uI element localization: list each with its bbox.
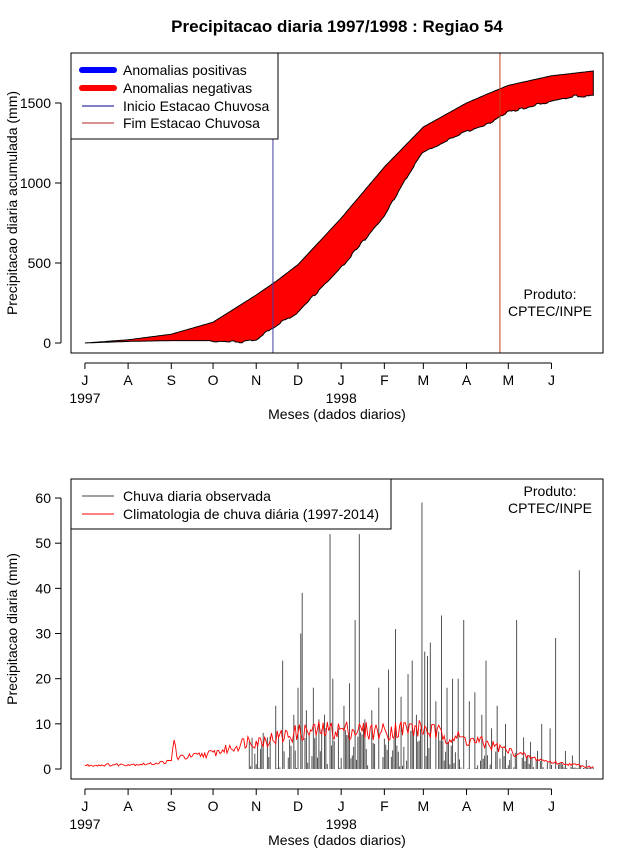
x-tick-label: A xyxy=(462,798,472,814)
anomaly-area xyxy=(84,70,594,344)
x-tick-label: S xyxy=(167,372,176,388)
x-tick-label: A xyxy=(462,372,472,388)
legend-label-end: Fim Estacao Chuvosa xyxy=(123,115,260,131)
negative-anomaly-fill xyxy=(84,70,594,344)
y-axis-title: Precipitacao diaria (mm) xyxy=(4,553,20,705)
x-tick-label: J xyxy=(338,372,345,388)
x-tick-label: M xyxy=(502,798,514,814)
x-tick-label: J xyxy=(81,372,88,388)
x-tick-label: N xyxy=(251,372,261,388)
y-tick-label: 1000 xyxy=(20,175,51,191)
legend: Chuva diaria observada Climatologia de c… xyxy=(70,478,392,530)
legend-label-climatology: Climatologia de chuva diária (1997-2014) xyxy=(123,506,379,522)
product-label: Produto: xyxy=(524,483,577,499)
chart-title: Precipitacao diaria 1997/1998 : Regiao 5… xyxy=(171,17,503,36)
x-tick-label: S xyxy=(167,798,176,814)
x-axis-title: Meses (dados diarios) xyxy=(268,832,406,848)
y-tick-label: 60 xyxy=(35,490,51,506)
product-label: Produto: xyxy=(524,286,577,302)
x-tick-label: J xyxy=(81,798,88,814)
climatology-line xyxy=(84,720,594,769)
x-tick-label: D xyxy=(293,798,303,814)
legend-label-negative: Anomalias negativas xyxy=(123,80,252,96)
chart-daily: 0 10 20 30 40 50 60 J A S O N D J F M A M J 1997 1998 Meses… xyxy=(4,478,604,848)
y-tick-label: 1500 xyxy=(20,95,51,111)
y-tick-label: 20 xyxy=(35,671,51,687)
x-tick-label: O xyxy=(208,372,219,388)
y-axis: 0 10 20 30 40 50 60 xyxy=(35,490,62,777)
legend-label-start: Inicio Estacao Chuvosa xyxy=(123,98,270,114)
product-credit: CPTEC/INPE xyxy=(508,500,592,516)
y-tick-label: 10 xyxy=(35,716,51,732)
y-tick-label: 40 xyxy=(35,580,51,596)
y-tick-label: 50 xyxy=(35,535,51,551)
x-tick-label: N xyxy=(251,798,261,814)
x-axis: J A S O N D J F M A M J 1997 1998 xyxy=(69,788,555,832)
daily-rain-bars xyxy=(248,502,594,769)
y-tick-label: 30 xyxy=(35,626,51,642)
legend-label-positive: Anomalias positivas xyxy=(123,62,247,78)
x-tick-label: J xyxy=(338,798,345,814)
y-axis-title: Precipitacao diaria acumulada (mm) xyxy=(4,91,20,315)
legend-label-observed: Chuva diaria observada xyxy=(123,488,271,504)
x-tick-label: A xyxy=(123,798,133,814)
legend: Anomalias positivas Anomalias negativas … xyxy=(70,52,279,140)
plot-frame xyxy=(70,52,604,354)
x-year-label: 1997 xyxy=(69,390,100,406)
x-axis-title: Meses (dados diarios) xyxy=(268,406,406,422)
x-year-label: 1998 xyxy=(326,390,357,406)
x-year-label: 1997 xyxy=(69,816,100,832)
x-tick-label: F xyxy=(380,372,389,388)
x-year-label: 1998 xyxy=(326,816,357,832)
x-tick-label: M xyxy=(418,798,430,814)
x-tick-label: J xyxy=(548,372,555,388)
x-tick-label: M xyxy=(502,372,514,388)
x-tick-label: M xyxy=(418,372,430,388)
y-tick-label: 0 xyxy=(43,761,51,777)
legend-box xyxy=(70,478,392,530)
x-tick-label: O xyxy=(208,798,219,814)
x-tick-label: D xyxy=(293,372,303,388)
x-tick-label: A xyxy=(123,372,133,388)
chart-accumulated: Precipitacao diaria 1997/1998 : Regiao 5… xyxy=(4,17,604,422)
x-axis: J A S O N D J F M A M J 1997 1998 xyxy=(69,362,555,406)
x-tick-label: F xyxy=(380,798,389,814)
y-axis: 0 500 1000 1500 xyxy=(20,95,62,351)
y-tick-label: 0 xyxy=(43,335,51,351)
y-tick-label: 500 xyxy=(28,255,52,271)
x-tick-label: J xyxy=(548,798,555,814)
product-credit: CPTEC/INPE xyxy=(508,303,592,319)
